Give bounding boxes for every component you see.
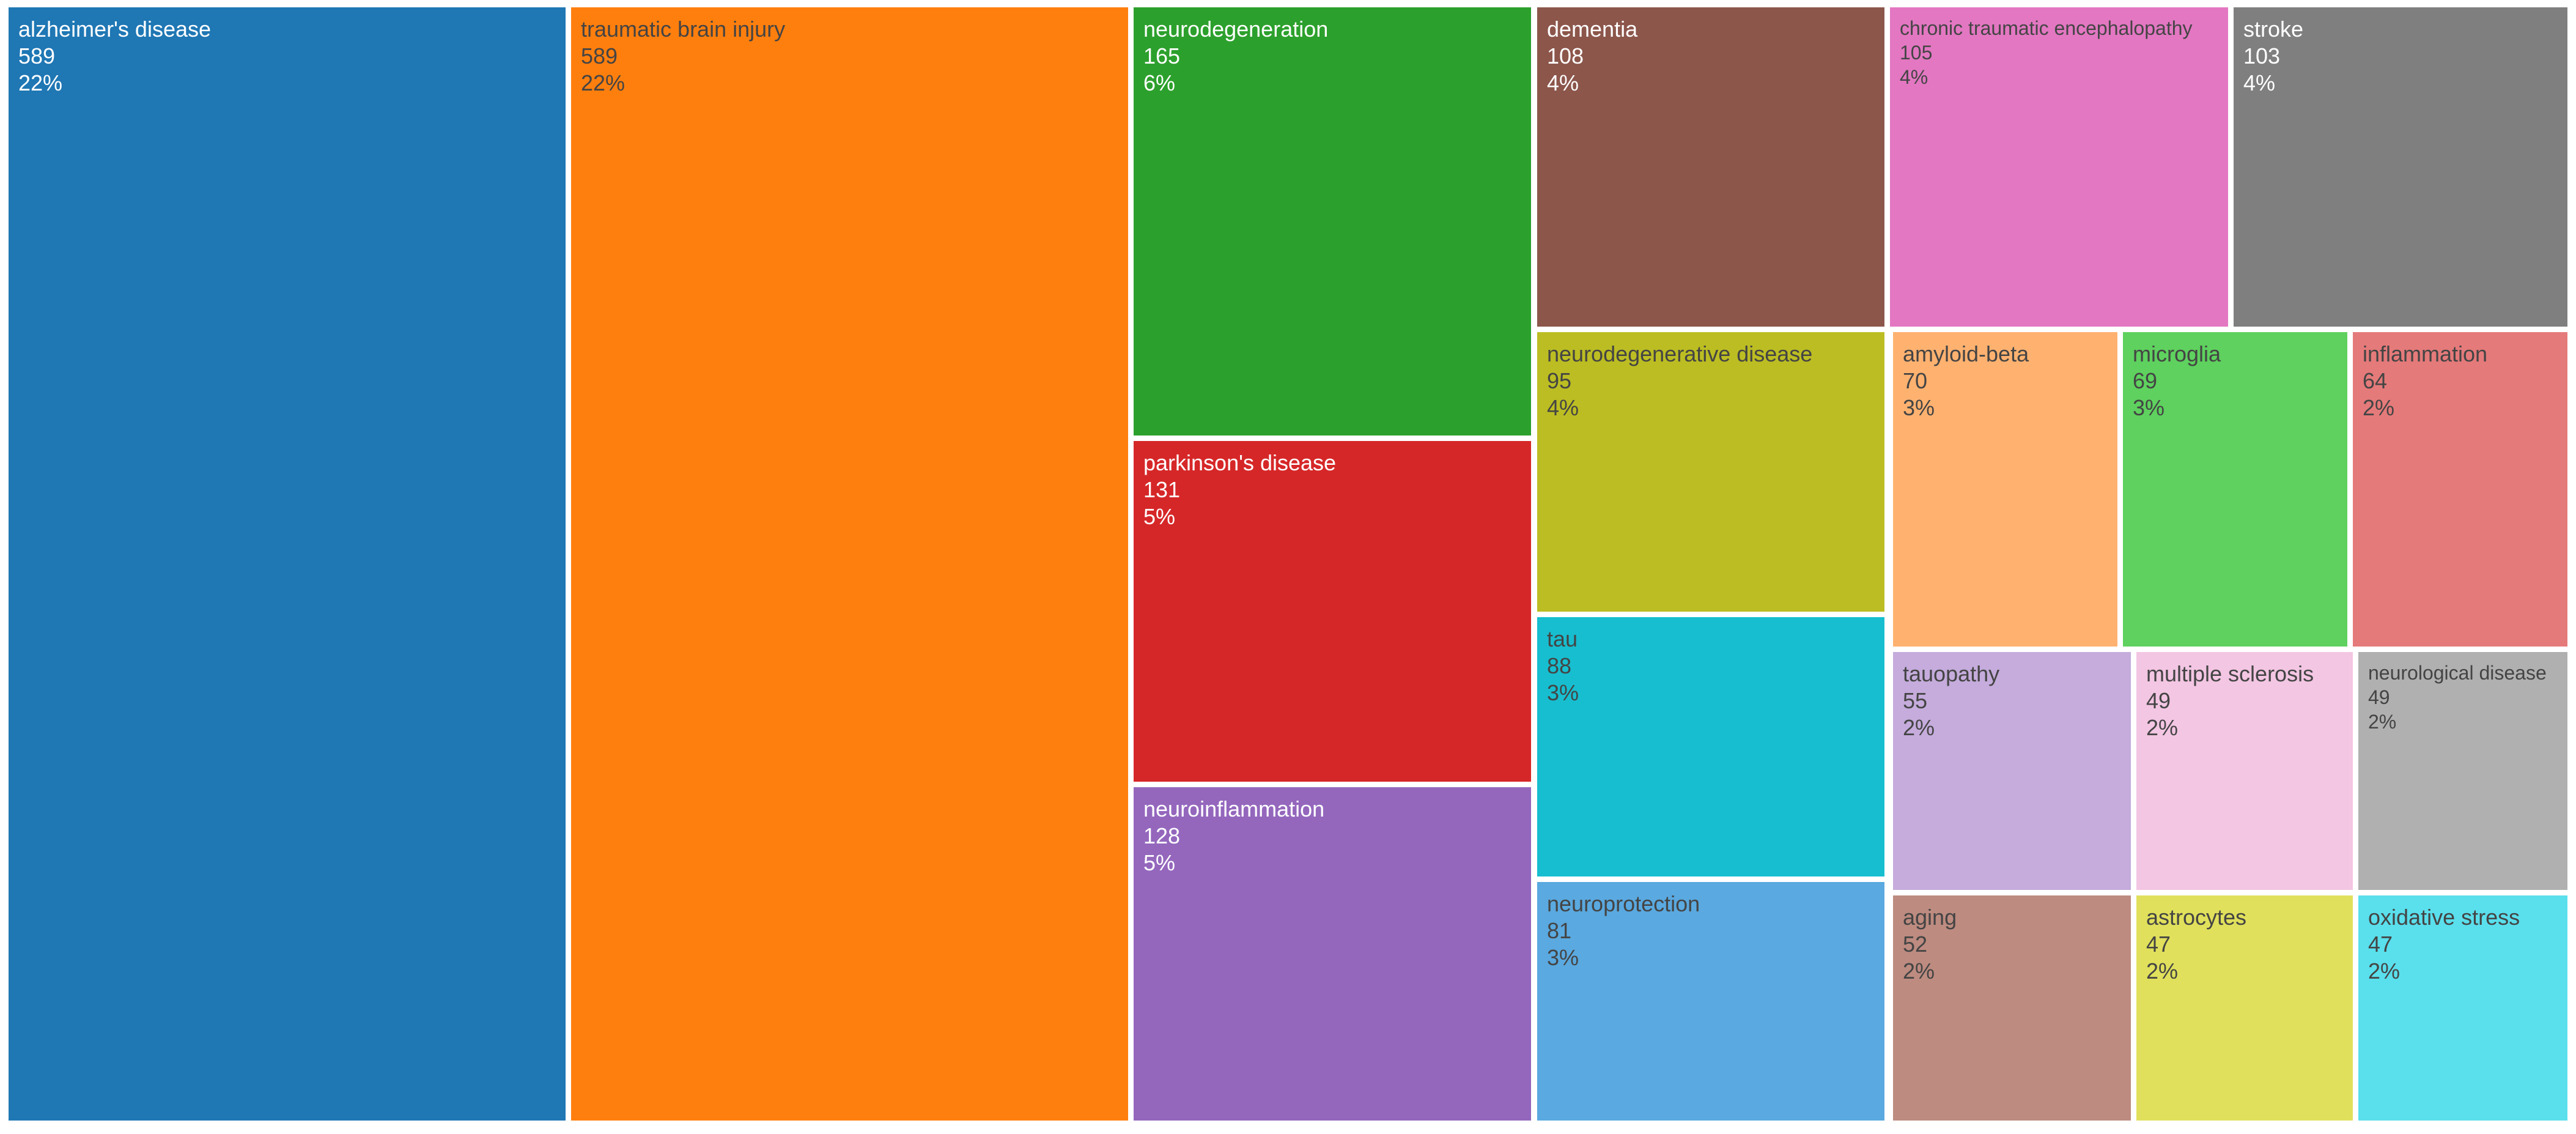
cell-label: stroke (2243, 17, 2304, 42)
cell-value: 589 (18, 43, 56, 69)
cell-label: dementia (1547, 17, 1638, 42)
cell-label: amyloid-beta (1903, 341, 2029, 366)
cell-value: 81 (1547, 918, 1572, 943)
cell-label: neuroprotection (1547, 891, 1700, 916)
cell-percent: 4% (1547, 395, 1579, 420)
cell-value: 165 (1143, 43, 1181, 69)
treemap-cell-stroke[interactable]: stroke 103 4% (2234, 7, 2567, 327)
treemap-cell-multiple-sclerosis[interactable]: multiple sclerosis 49 2% (2136, 652, 2353, 890)
cell-percent: 4% (1900, 66, 1928, 88)
cell-value: 64 (2363, 368, 2388, 393)
cell-percent: 2% (2368, 711, 2397, 733)
treemap-cell-tauopathy[interactable]: tauopathy 55 2% (1893, 652, 2131, 890)
treemap-cell-amyloid-beta[interactable]: amyloid-beta 70 3% (1893, 332, 2117, 647)
cell-value: 103 (2243, 43, 2281, 69)
cell-label: multiple sclerosis (2146, 661, 2314, 686)
cell-percent: 3% (1547, 945, 1579, 970)
cell-label: neurological disease (2368, 662, 2547, 684)
cell-percent: 5% (1143, 504, 1176, 529)
cell-label: astrocytes (2146, 905, 2247, 930)
cell-label: neurodegenerative disease (1547, 341, 1813, 366)
cell-label: parkinson's disease (1143, 450, 1337, 475)
cell-percent: 5% (1143, 850, 1176, 875)
cell-value: 131 (1143, 477, 1181, 502)
cell-label: alzheimer's disease (18, 17, 212, 42)
cell-percent: 2% (1903, 958, 1935, 984)
cell-value: 589 (581, 43, 618, 69)
cell-value: 108 (1547, 43, 1584, 69)
cell-label: neuroinflammation (1143, 796, 1325, 821)
cell-percent: 3% (1903, 395, 1935, 420)
cell-value: 47 (2146, 932, 2171, 957)
cell-percent: 2% (2363, 395, 2395, 420)
cell-percent: 22% (18, 70, 63, 95)
treemap-cell-oxidative-stress[interactable]: oxidative stress 47 2% (2358, 895, 2567, 1121)
cell-label: tauopathy (1903, 661, 2000, 686)
treemap-cell-chronic-traumatic-encephalopathy[interactable]: chronic traumatic encephalopathy 105 4% (1890, 7, 2228, 327)
cell-label: chronic traumatic encephalopathy (1900, 17, 2193, 39)
cell-percent: 3% (1547, 680, 1579, 705)
cell-label: neurodegeneration (1143, 17, 1329, 42)
cell-percent: 3% (2133, 395, 2165, 420)
cell-percent: 2% (1903, 715, 1935, 740)
cell-label: oxidative stress (2368, 905, 2520, 930)
cell-percent: 6% (1143, 70, 1176, 95)
cell-value: 47 (2368, 932, 2393, 957)
cell-percent: 4% (2243, 70, 2276, 95)
treemap-cell-neuroinflammation[interactable]: neuroinflammation 128 5% (1134, 787, 1531, 1121)
cell-percent: 2% (2146, 958, 2179, 984)
cell-value: 52 (1903, 932, 1928, 957)
cell-value: 49 (2146, 688, 2171, 713)
cell-value: 105 (1900, 42, 1933, 64)
treemap-cell-dementia[interactable]: dementia 108 4% (1537, 7, 1884, 327)
treemap-cell-astrocytes[interactable]: astrocytes 47 2% (2136, 895, 2353, 1121)
cell-value: 55 (1903, 688, 1928, 713)
treemap-cell-aging[interactable]: aging 52 2% (1893, 895, 2131, 1121)
treemap-cell-neurological-disease[interactable]: neurological disease 49 2% (2358, 652, 2567, 890)
cell-label: tau (1547, 626, 1578, 651)
cell-value: 95 (1547, 368, 1572, 393)
cell-label: inflammation (2363, 341, 2488, 366)
cell-value: 49 (2368, 686, 2390, 708)
cell-value: 69 (2133, 368, 2158, 393)
cell-label: traumatic brain injury (581, 17, 786, 42)
cell-percent: 2% (2146, 715, 2179, 740)
cell-label: microglia (2133, 341, 2221, 366)
cell-value: 88 (1547, 653, 1572, 678)
cell-percent: 22% (581, 70, 626, 95)
cell-percent: 4% (1547, 70, 1579, 95)
treemap-cell-neurodegenerative-disease[interactable]: neurodegenerative disease 95 4% (1537, 332, 1884, 612)
treemap-cell-alzheimer-s-disease[interactable]: alzheimer's disease 589 22% (9, 7, 566, 1121)
treemap-cell-neuroprotection[interactable]: neuroprotection 81 3% (1537, 882, 1884, 1121)
treemap-cell-traumatic-brain-injury[interactable]: traumatic brain injury 589 22% (571, 7, 1128, 1121)
cell-value: 128 (1143, 823, 1181, 848)
cell-percent: 2% (2368, 958, 2401, 984)
treemap-cell-inflammation[interactable]: inflammation 64 2% (2353, 332, 2567, 647)
cell-label: aging (1903, 905, 1957, 930)
treemap-cell-neurodegeneration[interactable]: neurodegeneration 165 6% (1134, 7, 1531, 435)
cell-value: 70 (1903, 368, 1928, 393)
treemap-cell-tau[interactable]: tau 88 3% (1537, 617, 1884, 876)
treemap-cell-parkinson-s-disease[interactable]: parkinson's disease 131 5% (1134, 441, 1531, 782)
treemap-cell-microglia[interactable]: microglia 69 3% (2123, 332, 2347, 647)
